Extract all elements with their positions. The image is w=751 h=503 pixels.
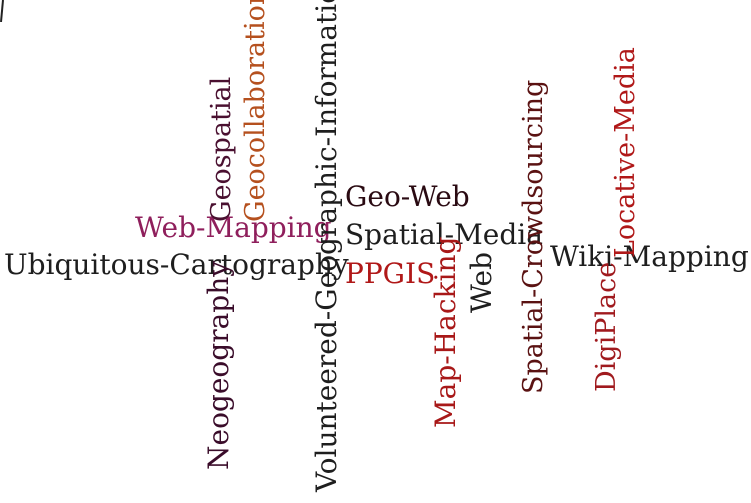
word-geo-web: Geo-Web <box>345 180 470 213</box>
word-web: Web <box>465 252 498 313</box>
word-wiki-mapping: Wiki-Mapping <box>550 240 749 273</box>
word-volunteered-geographic-information: Volunteered-Geographic-Information <box>310 0 343 492</box>
word-geospatial: Geospatial <box>206 76 237 222</box>
word-ppgis: PPGIS <box>345 257 436 290</box>
word-digiplace: DigiPlace <box>591 261 622 392</box>
word-ubiquitous-cartography: Ubiquitous-Cartography <box>4 248 349 281</box>
corner-mark <box>0 0 4 23</box>
word-locative-media: Locative-Media <box>610 47 641 258</box>
word-spatial-media: Spatial-Media <box>345 218 543 251</box>
word-geocollaboration: Geocollaboration <box>240 0 271 222</box>
word-spatial-crowdsourcing: Spatial-Crowdsourcing <box>518 79 549 394</box>
word-neogeography: Neogeography <box>202 260 235 470</box>
word-web-mapping: Web-Mapping <box>135 211 332 244</box>
word-map-hacking: Map-Hacking <box>429 236 462 428</box>
